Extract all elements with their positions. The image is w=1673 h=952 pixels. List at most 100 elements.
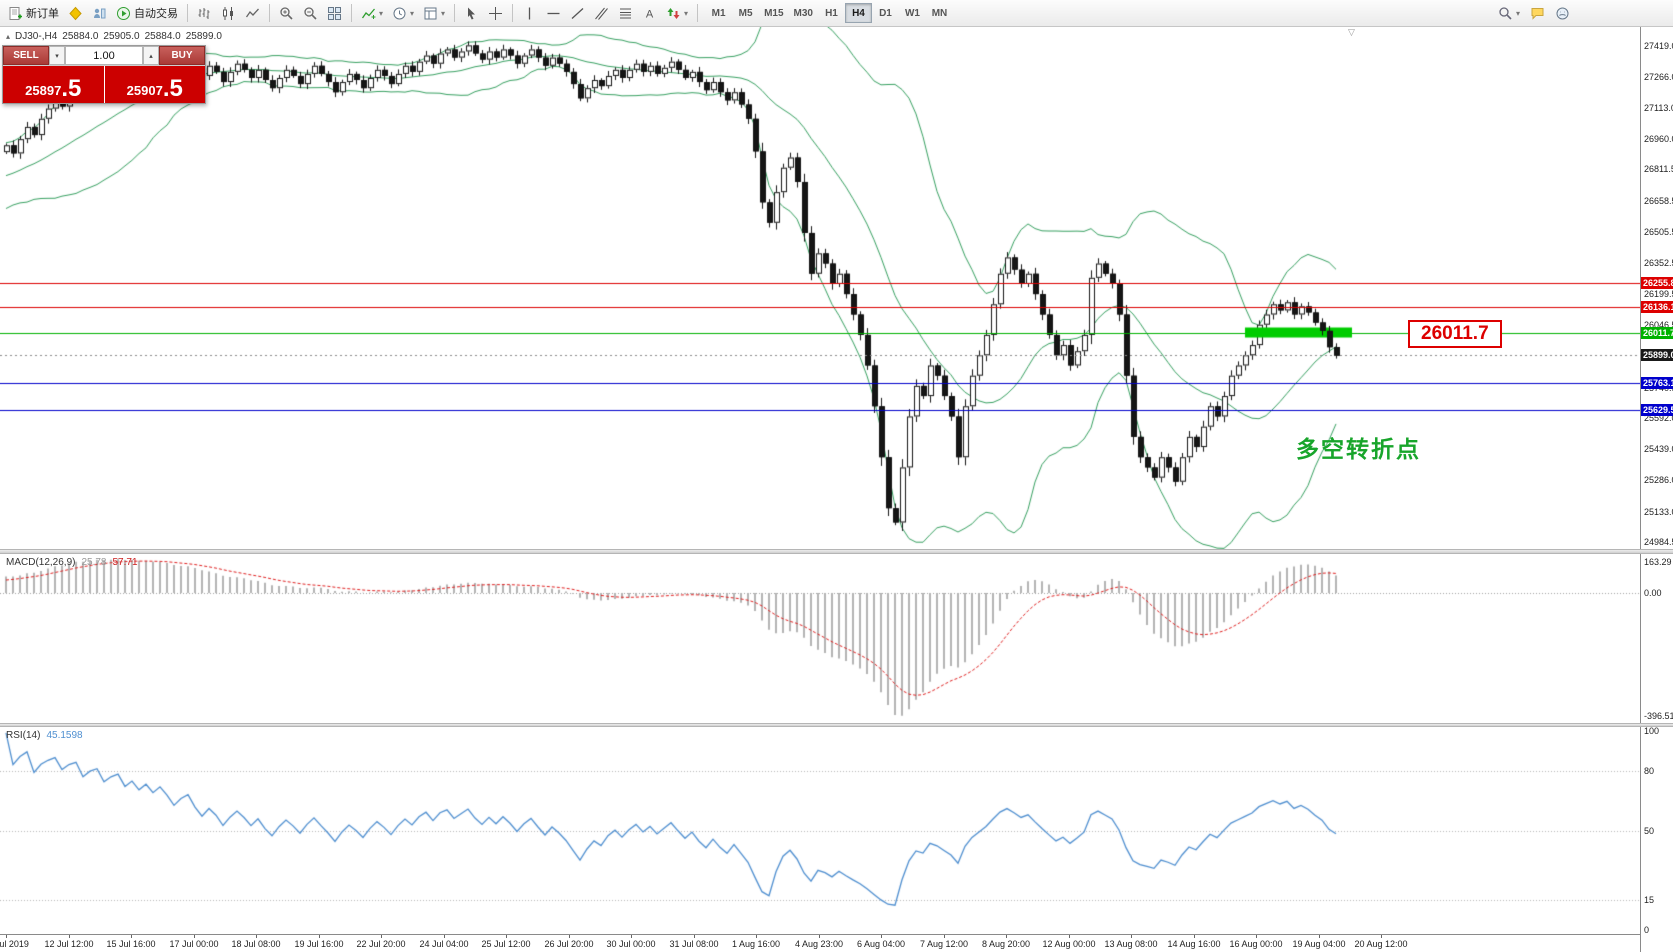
sell-button[interactable]: SELL bbox=[3, 46, 49, 65]
toolbar-zoom-out-button[interactable] bbox=[299, 2, 322, 24]
toolbar-horizontal-line-button[interactable] bbox=[542, 2, 565, 24]
timeframe-m30-button[interactable]: M30 bbox=[793, 7, 813, 19]
chevron-down-icon: ▾ bbox=[410, 8, 415, 18]
buy-price-pips: .5 bbox=[162, 75, 183, 102]
time-axis-label: 20 Aug 12:00 bbox=[1354, 939, 1408, 949]
vertical-line-icon bbox=[522, 6, 537, 21]
time-axis-label: 18 Jul 08:00 bbox=[231, 939, 281, 949]
buy-button[interactable]: BUY bbox=[159, 46, 205, 65]
macd-axis-label: 0.00 bbox=[1644, 588, 1662, 599]
toolbar-fibonacci-button[interactable] bbox=[614, 2, 637, 24]
toolbar-search-button[interactable]: ▾ bbox=[1494, 2, 1524, 24]
macd-canvas[interactable] bbox=[0, 554, 1640, 723]
price-axis[interactable]: 27419.0 27266.0 27113.0 26960.0 26811.5 26658… bbox=[1640, 27, 1673, 952]
clock-icon bbox=[392, 6, 407, 21]
timeframe-d1-button[interactable]: D1 bbox=[879, 7, 892, 19]
time-axis-label: 4 Aug 23:00 bbox=[794, 939, 844, 949]
timeframe-m1-button[interactable]: M1 bbox=[711, 7, 726, 19]
toolbar-tile-windows-button[interactable] bbox=[323, 2, 346, 24]
arrows-icon bbox=[666, 6, 681, 21]
rsi-axis-label: 15 bbox=[1644, 895, 1655, 906]
chevron-down-icon: ▾ bbox=[379, 8, 384, 18]
macd-value-signal: 57.71 bbox=[112, 557, 138, 568]
timeframe-w1-button[interactable]: W1 bbox=[904, 7, 920, 19]
price-axis-label: 26352.5 bbox=[1644, 258, 1673, 269]
toolbar-text-label-button[interactable]: A bbox=[638, 2, 661, 24]
time-axis-tick bbox=[1194, 935, 1195, 938]
time-axis-label: 16 Aug 00:00 bbox=[1229, 939, 1283, 949]
macd-value-main: 25.78 bbox=[81, 557, 107, 568]
symbol-period-label: DJ30-,H4 bbox=[15, 31, 58, 42]
toolbar-chart-line-button[interactable] bbox=[241, 2, 264, 24]
timeframe-m15-button[interactable]: M15 bbox=[764, 7, 784, 19]
toolbar-zoom-in-button[interactable] bbox=[275, 2, 298, 24]
toolbar-right-group: ▾ bbox=[1494, 2, 1574, 24]
buy-price[interactable]: 25907.5 bbox=[104, 66, 205, 103]
toolbar-community-button[interactable] bbox=[1551, 2, 1574, 24]
price-axis-label: 26960.0 bbox=[1644, 134, 1673, 145]
chart-shift-marker[interactable]: ▽ bbox=[1348, 27, 1355, 37]
toolbar-indicators-button[interactable]: ▾ bbox=[357, 2, 387, 24]
time-axis-label: 30 Jul 00:00 bbox=[606, 939, 656, 949]
toolbar-vertical-line-button[interactable] bbox=[518, 2, 541, 24]
volume-decrease-button[interactable]: ▾ bbox=[49, 46, 65, 65]
timeframe-m5-button[interactable]: M5 bbox=[738, 7, 753, 19]
rsi-axis-label: 50 bbox=[1644, 825, 1655, 836]
price-axis-label: 25286.0 bbox=[1644, 475, 1673, 486]
time-axis-tick bbox=[881, 935, 882, 938]
profile-icon bbox=[92, 6, 107, 21]
toolbar-periods-button[interactable]: ▾ bbox=[388, 2, 418, 24]
svg-text:A: A bbox=[646, 8, 654, 20]
horizontal-line-icon bbox=[546, 6, 561, 21]
chat-icon bbox=[1530, 6, 1545, 21]
time-axis[interactable]: 11 Jul 2019 12 Jul 12:00 15 Jul 16:00 17 Ju… bbox=[0, 934, 1640, 952]
ohlc-close: 25899.0 bbox=[185, 31, 222, 42]
toolbar-profiles-button[interactable] bbox=[88, 2, 111, 24]
toolbar-new-order-button[interactable]: 新订单 bbox=[4, 2, 63, 24]
sell-price[interactable]: 25897.5 bbox=[3, 66, 104, 103]
magnifier-icon bbox=[1498, 6, 1513, 21]
volume-input[interactable] bbox=[65, 46, 143, 65]
toolbar-chat-button[interactable] bbox=[1526, 2, 1549, 24]
one-click-collapse-icon[interactable]: ▴ bbox=[6, 32, 11, 41]
price-tag-support: 25763.1 bbox=[1641, 377, 1673, 390]
price-axis-label: 27419.0 bbox=[1644, 40, 1673, 51]
toolbar-equidistant-channel-button[interactable] bbox=[590, 2, 613, 24]
toolbar-chart-candles-button[interactable] bbox=[217, 2, 240, 24]
sell-price-main: 25897 bbox=[25, 82, 62, 98]
play-icon bbox=[116, 6, 131, 21]
macd-label: MACD(12,26,9) 25.78 57.71 bbox=[6, 557, 138, 568]
rsi-canvas[interactable] bbox=[0, 727, 1640, 934]
price-chart-canvas[interactable] bbox=[0, 27, 1640, 549]
toolbar-separator bbox=[269, 4, 270, 22]
price-callout-label[interactable]: 26011.7 bbox=[1408, 320, 1502, 348]
panel-separator[interactable] bbox=[0, 549, 1673, 554]
toolbar-trendline-button[interactable] bbox=[566, 2, 589, 24]
order-ticket-icon bbox=[8, 6, 23, 21]
panel-separator[interactable] bbox=[0, 723, 1673, 727]
time-axis-tick bbox=[631, 935, 632, 938]
toolbar-autotrading-button[interactable]: 自动交易 bbox=[112, 2, 182, 24]
template-icon bbox=[423, 6, 438, 21]
toolbar-chart-bars-button[interactable] bbox=[193, 2, 216, 24]
toolbar-crosshair-button[interactable] bbox=[484, 2, 507, 24]
time-axis-tick bbox=[6, 935, 7, 938]
candlestick-icon bbox=[221, 6, 236, 21]
toolbar-favorites-button[interactable] bbox=[64, 2, 87, 24]
toolbar-cursor-button[interactable] bbox=[460, 2, 483, 24]
time-axis-tick bbox=[819, 935, 820, 938]
time-axis-tick bbox=[131, 935, 132, 938]
toolbar-arrows-button[interactable]: ▾ bbox=[662, 2, 692, 24]
time-axis-label: 22 Jul 20:00 bbox=[356, 939, 406, 949]
turning-point-annotation[interactable]: 多空转折点 bbox=[1296, 436, 1421, 462]
community-icon bbox=[1555, 6, 1570, 21]
timeframe-h4-button[interactable]: H4 bbox=[844, 3, 872, 23]
volume-increase-button[interactable]: ▴ bbox=[143, 46, 159, 65]
timeframe-mn-button[interactable]: MN bbox=[931, 7, 948, 19]
toolbar-templates-button[interactable]: ▾ bbox=[419, 2, 449, 24]
rsi-axis-label: 100 bbox=[1644, 726, 1660, 736]
timeframe-h1-button[interactable]: H1 bbox=[825, 7, 838, 19]
time-axis-tick bbox=[1319, 935, 1320, 938]
toolbar-separator bbox=[187, 4, 188, 22]
toolbar-separator bbox=[697, 4, 699, 22]
